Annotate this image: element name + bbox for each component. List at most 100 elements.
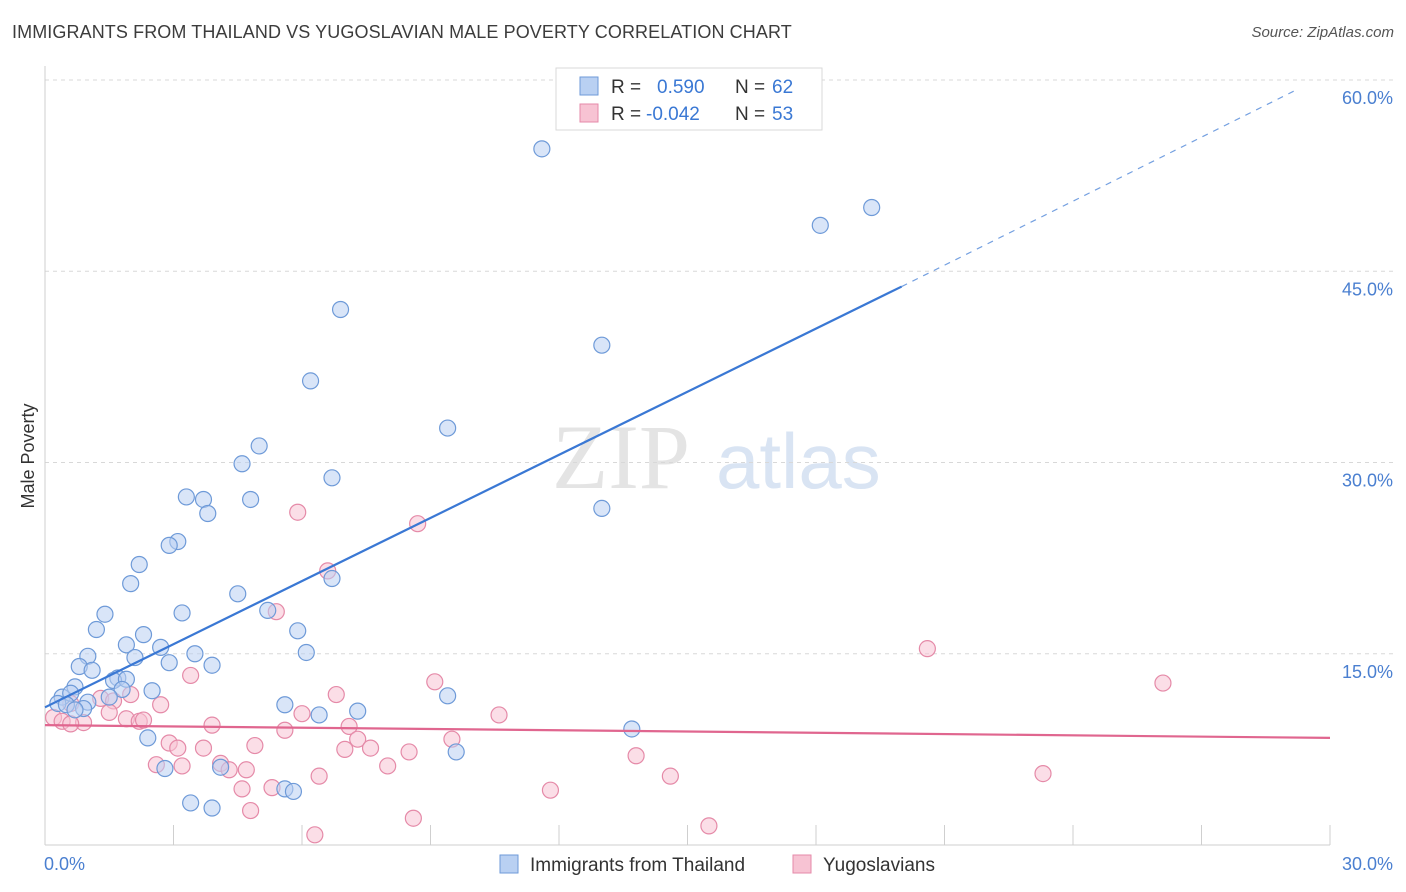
point-thailand	[87, 620, 106, 639]
point-thailand	[134, 626, 153, 644]
point-yugoslavians	[918, 640, 936, 658]
point-thailand	[289, 622, 307, 640]
bottom-legend-swatch-thailand	[499, 854, 519, 874]
legend-box	[555, 67, 823, 131]
chart-title: IMMIGRANTS FROM THAILAND VS YUGOSLAVIAN …	[12, 22, 792, 42]
x-tick-label-max: 30.0%	[1342, 854, 1393, 874]
point-thailand	[863, 198, 881, 217]
point-thailand	[143, 682, 161, 700]
point-thailand	[177, 488, 195, 506]
point-thailand	[323, 569, 341, 588]
point-thailand	[259, 601, 277, 620]
point-yugoslavians	[276, 721, 294, 739]
point-thailand	[203, 799, 221, 817]
point-thailand	[323, 469, 341, 487]
point-yugoslavians	[1034, 764, 1052, 783]
point-thailand	[212, 758, 230, 776]
point-thailand	[173, 604, 191, 622]
point-yugoslavians	[293, 705, 311, 723]
point-thailand	[447, 743, 465, 761]
point-thailand	[229, 585, 247, 603]
point-thailand	[593, 336, 611, 354]
point-thailand	[96, 605, 114, 623]
point-thailand	[160, 654, 178, 672]
point-yugoslavians	[490, 706, 508, 724]
point-yugoslavians	[306, 826, 324, 844]
point-thailand	[113, 680, 131, 699]
bottom-legend-label-thailand: Immigrants from Thailand	[530, 855, 745, 876]
point-yugoslavians	[182, 666, 200, 685]
point-thailand	[182, 794, 200, 812]
point-yugoslavians	[327, 685, 345, 704]
point-thailand	[593, 499, 611, 517]
point-thailand	[199, 504, 217, 523]
y-tick-label: 45.0%	[1342, 279, 1393, 299]
point-thailand	[331, 300, 350, 319]
point-thailand	[439, 687, 457, 705]
point-yugoslavians	[237, 761, 255, 779]
point-yugoslavians	[169, 739, 187, 757]
trend-line-thailand	[44, 285, 903, 709]
point-thailand	[250, 437, 268, 455]
point-thailand	[349, 702, 367, 720]
y-tick-label: 60.0%	[1342, 88, 1393, 108]
point-yugoslavians	[203, 716, 221, 734]
point-thailand	[297, 643, 315, 662]
point-yugoslavians	[134, 711, 153, 729]
series-yugoslavians-points	[44, 503, 1172, 844]
watermark-zip: ZIP	[552, 406, 690, 508]
legend-n-label-1: N =	[735, 77, 765, 98]
watermark-atlas: atlas	[716, 417, 881, 505]
point-yugoslavians	[361, 739, 380, 757]
point-thailand	[439, 419, 457, 437]
point-yugoslavians	[1154, 674, 1172, 692]
point-thailand	[533, 140, 551, 158]
point-thailand	[276, 696, 294, 714]
y-tick-label: 30.0%	[1342, 471, 1393, 491]
point-yugoslavians	[541, 781, 560, 799]
legend-n-value-2: 53	[772, 104, 793, 125]
source-credit: Source: ZipAtlas.com	[1251, 24, 1394, 41]
point-yugoslavians	[404, 809, 422, 827]
point-yugoslavians	[246, 736, 264, 755]
point-thailand	[139, 729, 157, 747]
y-axis-label: Male Poverty	[18, 403, 38, 508]
point-thailand	[310, 706, 328, 724]
legend-r-label-1: R =	[611, 77, 641, 98]
x-tick-labels: 0.0% 30.0%	[44, 854, 1393, 874]
point-thailand	[811, 216, 829, 234]
bottom-legend-swatch-yugoslavians	[792, 854, 812, 874]
point-thailand	[122, 575, 140, 593]
point-thailand	[186, 645, 204, 663]
series-legend: Immigrants from Thailand Yugoslavians	[499, 854, 935, 876]
point-thailand	[284, 782, 303, 801]
series-thailand-points	[49, 140, 881, 817]
x-tick-label-min: 0.0%	[44, 854, 85, 874]
point-thailand	[301, 372, 320, 390]
point-yugoslavians	[661, 767, 679, 785]
point-yugoslavians	[627, 747, 645, 765]
point-thailand	[66, 701, 84, 719]
point-yugoslavians	[233, 780, 251, 798]
point-thailand	[233, 455, 251, 473]
point-thailand	[156, 759, 174, 778]
gridlines	[45, 79, 1393, 655]
point-yugoslavians	[242, 801, 260, 820]
point-yugoslavians	[194, 739, 213, 757]
axes	[44, 66, 1331, 846]
legend-r-value-1: 0.590	[657, 77, 705, 98]
point-thailand	[242, 490, 260, 509]
y-tick-label: 15.0%	[1342, 662, 1393, 682]
point-yugoslavians	[349, 730, 367, 748]
point-thailand	[160, 536, 178, 554]
trend-line-thailand-extension	[901, 89, 1297, 288]
point-thailand	[117, 636, 135, 654]
point-yugoslavians	[173, 757, 191, 775]
bottom-legend-label-yugoslavians: Yugoslavians	[823, 855, 935, 876]
point-yugoslavians	[310, 767, 328, 785]
point-thailand	[203, 656, 221, 674]
correlation-legend: R = 0.590 N = 62 R = -0.042 N = 53	[555, 67, 823, 131]
point-thailand	[623, 720, 641, 738]
point-yugoslavians	[340, 717, 358, 736]
